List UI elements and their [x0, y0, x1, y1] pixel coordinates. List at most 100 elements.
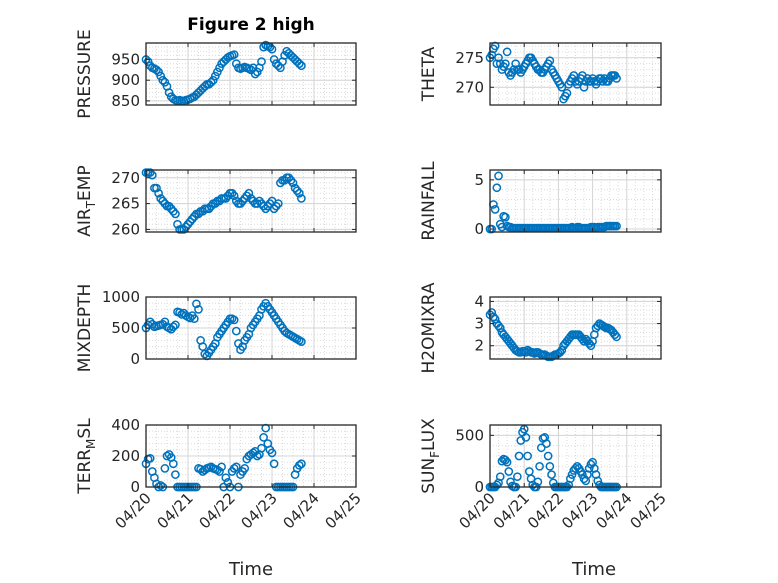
y-tick-label: 0	[474, 478, 484, 496]
x-axis-label-left: Time	[228, 559, 273, 580]
y-tick-label: 270	[111, 169, 140, 187]
y-axis-label: THETA	[419, 46, 439, 102]
y-axis-label: RAINFALL	[419, 161, 439, 241]
data-point	[297, 194, 306, 203]
figure-title: Figure 2 high	[187, 15, 315, 35]
panel-theta: 270 275 THETA	[419, 41, 662, 106]
data-point	[494, 321, 503, 331]
data-point	[267, 448, 277, 458]
data-point	[294, 460, 304, 470]
axes-box	[489, 169, 662, 233]
data-point	[257, 57, 266, 66]
x-tick-label: 04/23	[558, 489, 601, 532]
y-tick-label: 4	[474, 292, 484, 310]
axes-box	[489, 424, 662, 488]
data-point	[543, 451, 553, 461]
data-point	[297, 459, 306, 469]
panel-rainfall: 0 5 RAINFALL	[419, 161, 662, 241]
x-axis-label-right: Time	[571, 559, 616, 580]
y-tick-label: 3	[474, 315, 484, 333]
data-point	[579, 82, 589, 92]
data-point	[504, 467, 514, 476]
data-point	[229, 191, 239, 201]
data-point	[509, 65, 519, 74]
data-point	[154, 188, 163, 198]
data-point	[168, 322, 178, 332]
data-point	[288, 178, 298, 188]
panel-h2omixra: 2 3 4 H2OMIXRA	[419, 282, 662, 374]
panel-pressure: 850 900 950 PRESSURE	[75, 29, 357, 119]
y-tick-label: 500	[455, 426, 484, 444]
y-axis-label: AIRTEMP	[75, 165, 98, 236]
data-point	[521, 433, 531, 442]
data-point	[577, 334, 587, 344]
data-point	[501, 212, 510, 222]
data-point	[156, 481, 166, 490]
data-point	[555, 348, 565, 357]
panel-mixdepth: 0 500 1000 MIXDEPTH	[75, 284, 357, 373]
data-point	[280, 51, 289, 60]
x-tick-label: 04/22	[196, 489, 239, 532]
data-point	[586, 341, 596, 351]
data-point	[501, 59, 510, 69]
axes-box	[489, 296, 662, 360]
y-axis-label: H2OMIXRA	[419, 282, 439, 373]
y-axis-label: PRESSURE	[75, 29, 95, 118]
data-point	[612, 221, 621, 231]
axes-box	[489, 42, 662, 106]
data-point	[162, 451, 172, 461]
data-point	[612, 74, 621, 83]
x-tick-label: 04/22	[524, 489, 567, 532]
data-point	[502, 47, 512, 57]
data-point	[229, 315, 239, 325]
data-point	[523, 451, 532, 461]
y-tick-label: 270	[455, 78, 484, 96]
data-point	[217, 462, 226, 472]
data-point	[501, 455, 510, 465]
y-tick-label: 2	[474, 337, 484, 355]
axes-box	[145, 42, 357, 106]
data-point	[229, 50, 239, 59]
y-tick-label: 0	[474, 220, 484, 238]
data-point	[152, 183, 161, 193]
data-point	[240, 464, 250, 473]
y-tick-label: 850	[111, 92, 140, 110]
data-point	[566, 474, 575, 484]
data-point	[269, 55, 279, 64]
data-point	[579, 336, 589, 346]
data-point	[535, 461, 544, 471]
y-tick-label: 275	[455, 49, 484, 67]
x-tick-label: 04/25	[322, 489, 365, 532]
data-point	[487, 50, 497, 60]
data-point	[160, 77, 170, 87]
y-tick-label: 900	[111, 71, 140, 89]
data-point	[514, 451, 524, 461]
data-point	[495, 323, 505, 333]
data-point	[612, 332, 621, 342]
data-point	[229, 464, 239, 473]
data-point	[545, 56, 555, 66]
data-point	[513, 472, 522, 482]
data-point	[495, 472, 505, 482]
data-point	[294, 59, 304, 69]
y-tick-label: 400	[111, 416, 140, 434]
data-point	[487, 308, 497, 317]
y-axis-label: SUNFLUX	[419, 418, 442, 494]
x-tick-label: 04/21	[154, 489, 197, 532]
data-point	[244, 188, 254, 198]
y-axis-label: MIXDEPTH	[75, 284, 95, 373]
data-point	[252, 67, 262, 77]
data-point	[171, 320, 180, 330]
data-point	[297, 61, 306, 71]
data-point	[257, 443, 266, 453]
data-point	[208, 75, 218, 85]
y-tick-label: 200	[111, 447, 140, 465]
data-point	[223, 478, 233, 487]
data-point	[490, 205, 500, 214]
data-point	[152, 65, 161, 75]
data-point	[185, 313, 195, 323]
data-point	[557, 345, 567, 355]
data-point	[250, 69, 260, 79]
y-tick-label: 0	[130, 478, 140, 496]
